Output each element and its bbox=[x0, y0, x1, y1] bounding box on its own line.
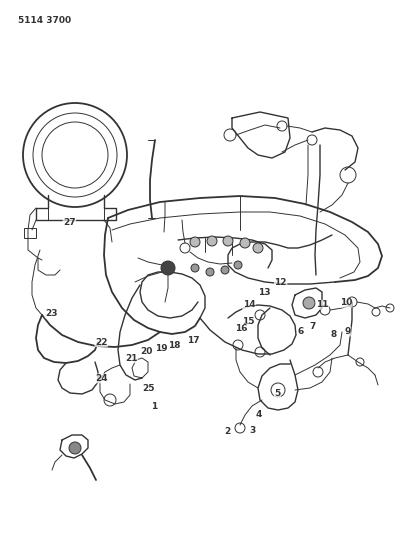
Text: 1: 1 bbox=[151, 402, 157, 410]
Text: 23: 23 bbox=[45, 309, 58, 318]
Text: 3: 3 bbox=[250, 426, 256, 435]
Text: 18: 18 bbox=[169, 341, 181, 350]
Text: 10: 10 bbox=[340, 298, 352, 307]
Text: 5: 5 bbox=[274, 389, 281, 398]
Text: 17: 17 bbox=[187, 336, 200, 344]
Circle shape bbox=[221, 266, 229, 274]
Text: 6: 6 bbox=[298, 327, 304, 336]
Text: 21: 21 bbox=[125, 354, 137, 362]
Bar bbox=[24, 228, 36, 238]
Text: 16: 16 bbox=[235, 324, 248, 333]
Circle shape bbox=[303, 297, 315, 309]
Circle shape bbox=[161, 261, 175, 275]
Circle shape bbox=[190, 237, 200, 247]
Text: 7: 7 bbox=[309, 322, 315, 330]
Text: 11: 11 bbox=[316, 301, 328, 309]
Text: 14: 14 bbox=[243, 301, 255, 309]
Text: 19: 19 bbox=[155, 344, 168, 353]
Text: 5114 3700: 5114 3700 bbox=[18, 16, 71, 25]
Circle shape bbox=[207, 236, 217, 246]
Text: 27: 27 bbox=[63, 219, 75, 227]
Circle shape bbox=[69, 442, 81, 454]
Text: 22: 22 bbox=[95, 338, 107, 346]
Circle shape bbox=[240, 238, 250, 248]
Text: 15: 15 bbox=[242, 318, 254, 326]
Text: 25: 25 bbox=[142, 384, 155, 392]
Text: 24: 24 bbox=[95, 374, 107, 383]
Text: 9: 9 bbox=[344, 327, 351, 336]
Text: 2: 2 bbox=[224, 427, 231, 436]
Circle shape bbox=[223, 236, 233, 246]
Text: 12: 12 bbox=[275, 278, 287, 287]
Circle shape bbox=[253, 243, 263, 253]
Text: 20: 20 bbox=[141, 348, 153, 356]
Circle shape bbox=[234, 261, 242, 269]
Text: 13: 13 bbox=[258, 288, 271, 296]
Text: 8: 8 bbox=[330, 330, 337, 339]
Circle shape bbox=[206, 268, 214, 276]
Text: 4: 4 bbox=[255, 410, 262, 419]
Circle shape bbox=[191, 264, 199, 272]
